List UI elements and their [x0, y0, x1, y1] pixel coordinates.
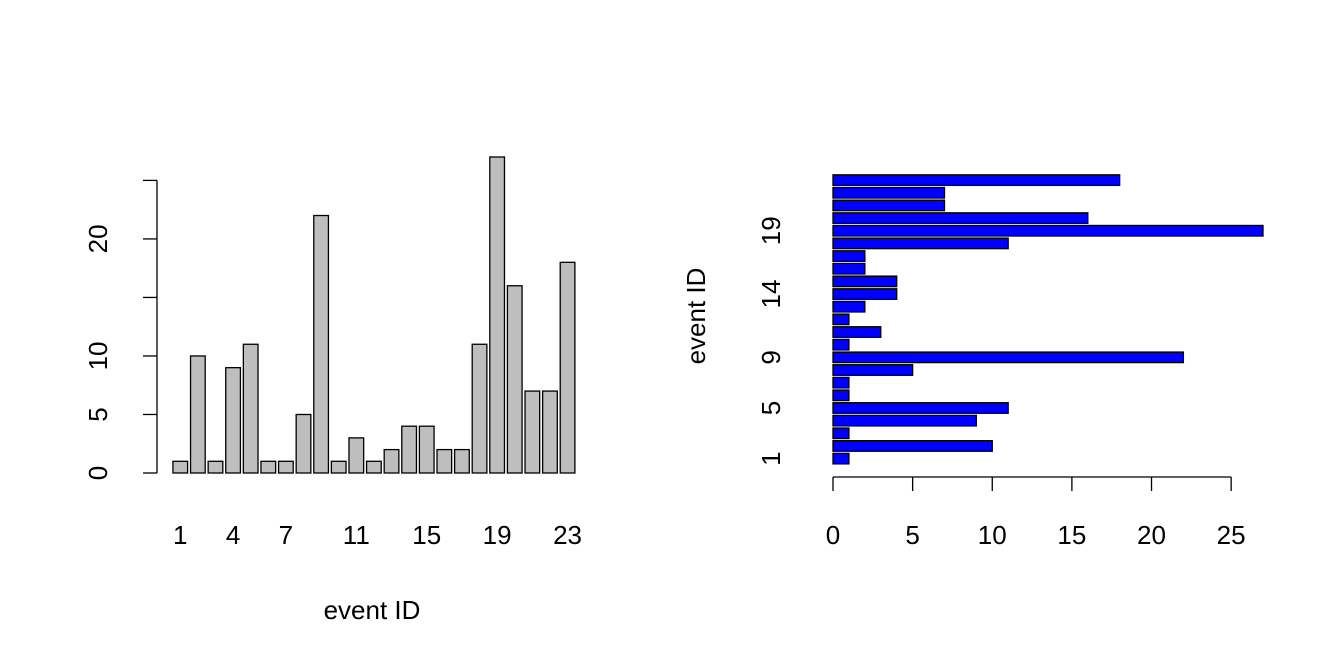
bar [207, 460, 224, 474]
bar [832, 402, 1009, 414]
x-tick-label: 23 [553, 520, 582, 550]
bar [559, 261, 576, 474]
bar [832, 376, 850, 389]
bar [295, 413, 312, 474]
bar [489, 156, 506, 474]
x-tick-label: 10 [978, 520, 1007, 550]
bar [365, 460, 382, 474]
x-tick-label: 0 [826, 520, 840, 550]
y-tick-label: 1 [756, 451, 786, 465]
bar [832, 237, 1009, 250]
x-tick-label: 25 [1217, 520, 1246, 550]
x-tick-label: 5 [905, 520, 919, 550]
y-tick-label: 20 [83, 224, 113, 253]
x-tick-label: 19 [483, 520, 512, 550]
bar [832, 427, 850, 440]
bar [172, 460, 189, 474]
bar [832, 326, 882, 338]
x-tick-label: 11 [343, 520, 370, 550]
x-tick-label: 4 [226, 520, 240, 550]
bar [832, 338, 850, 351]
bar [832, 212, 1089, 225]
bar [471, 343, 488, 474]
x-axis-label: event ID [324, 595, 421, 625]
bar [832, 224, 1264, 237]
bar [832, 262, 866, 275]
y-tick-label: 5 [756, 401, 786, 415]
x-tick-label: 15 [412, 520, 441, 550]
bar [242, 343, 259, 474]
bar [260, 460, 277, 474]
y-tick-label: 19 [756, 216, 786, 245]
bar [832, 364, 914, 376]
y-tick-label: 9 [756, 350, 786, 364]
bar [832, 452, 850, 465]
y-tick-label: 14 [756, 280, 786, 309]
x-tick-label: 1 [173, 520, 187, 550]
bar [832, 174, 1121, 187]
bar [832, 275, 898, 288]
bar [506, 285, 523, 474]
y-axis-label: event ID [681, 268, 711, 365]
bar [277, 460, 294, 474]
bar [383, 448, 400, 474]
y-tick-label: 0 [83, 466, 113, 480]
y-tick-label: 5 [83, 407, 113, 421]
y-tick-label: 10 [83, 342, 113, 371]
bar [401, 425, 418, 474]
bar [348, 437, 365, 474]
bar [832, 288, 898, 300]
bar [225, 367, 242, 474]
bar [189, 355, 206, 474]
bar [832, 351, 1185, 364]
bar [832, 440, 993, 452]
bar [832, 414, 977, 427]
bar [832, 250, 866, 262]
bar [832, 389, 850, 402]
bar [313, 214, 330, 474]
x-tick-label: 7 [279, 520, 293, 550]
x-tick-label: 20 [1137, 520, 1166, 550]
bar [541, 390, 558, 474]
bar [418, 425, 435, 474]
bar [436, 448, 453, 474]
x-tick-label: 15 [1057, 520, 1086, 550]
bar [832, 186, 946, 199]
bar [330, 460, 347, 474]
bar [832, 313, 850, 326]
bar [453, 448, 470, 474]
bar [524, 390, 541, 474]
bar [832, 199, 946, 212]
bar [832, 300, 866, 313]
